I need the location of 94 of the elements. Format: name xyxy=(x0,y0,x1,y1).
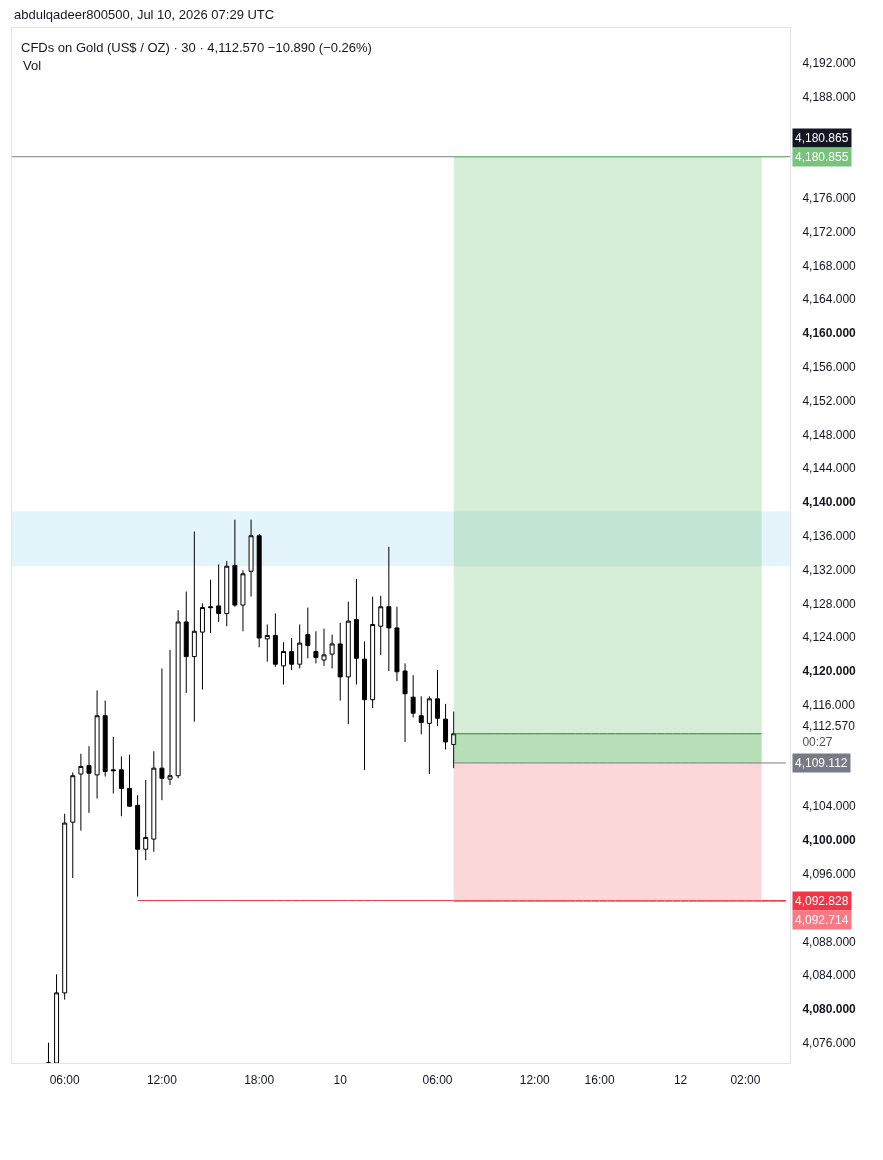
ref-line-label: 4,180.865 xyxy=(795,131,849,145)
y-tick-label: 4,140.000 xyxy=(802,495,857,510)
y-tick-label: 4,084.000 xyxy=(802,968,857,983)
candlestick xyxy=(191,531,197,723)
candlestick xyxy=(232,519,238,608)
candlestick xyxy=(78,753,84,832)
candlestick xyxy=(199,602,205,691)
candlestick xyxy=(370,596,376,709)
candlestick xyxy=(451,711,457,769)
x-tick-label: 06:00 xyxy=(422,1073,453,1088)
candlestick xyxy=(248,519,254,598)
y-tick-label: 4,160.000 xyxy=(802,326,857,341)
candlestick xyxy=(208,579,214,634)
candlestick xyxy=(443,703,449,751)
candlestick xyxy=(345,601,351,725)
y-tick-label: 4,104.000 xyxy=(802,799,857,814)
x-tick-label: 06:00 xyxy=(49,1073,81,1088)
candlestick xyxy=(434,669,440,727)
annotation: Vol xyxy=(23,58,42,73)
y-tick-label: 4,188.000 xyxy=(802,89,857,104)
candlestick xyxy=(321,628,327,667)
y-tick-label: 4,088.000 xyxy=(802,934,857,949)
candlestick xyxy=(362,640,368,771)
y-tick-label: 4,144.000 xyxy=(802,461,857,476)
candlestick xyxy=(305,607,311,659)
x-tick-label: 02:00 xyxy=(730,1073,761,1088)
y-tick-label: 4,176.000 xyxy=(802,191,857,206)
text: CFDs on Gold (US$ / OZ) · 30 · 4,112.570 −10.890 (−0.26%) xyxy=(21,39,372,55)
data-label: 4,092.828 xyxy=(795,894,849,908)
candlestick xyxy=(410,674,416,718)
data-label: 4,109.112 xyxy=(795,756,848,770)
y-tick-label: 4,152.000 xyxy=(802,393,857,408)
candlestick xyxy=(216,564,222,623)
candlestick xyxy=(86,745,92,814)
chart-subtitle: abdulqadeer800500, Jul 10, 2026 07:29 UTC xyxy=(14,7,275,22)
y-tick-label: 4,148.000 xyxy=(802,427,857,442)
candlestick xyxy=(240,569,246,632)
candlestick xyxy=(426,695,432,775)
candlestick xyxy=(337,622,343,702)
candlestick xyxy=(256,533,262,648)
y-tick-label: 4,076.000 xyxy=(802,1035,857,1050)
candlestick xyxy=(224,560,230,627)
candlestick xyxy=(151,750,157,853)
x-tick-label: 12:00 xyxy=(146,1073,178,1088)
candlestick xyxy=(94,689,100,800)
candlestick xyxy=(70,771,76,879)
y-tick-label: 4,120.000 xyxy=(802,664,857,679)
y-tick-label: 4,164.000 xyxy=(802,292,857,307)
candlestick xyxy=(45,1042,51,1063)
x-tick-label: 12 xyxy=(673,1073,688,1088)
y-tick-label: 4,172.000 xyxy=(802,224,857,239)
y-tick-label: 4,156.000 xyxy=(802,360,857,374)
candlestick xyxy=(353,578,359,685)
candlestick xyxy=(289,637,295,671)
x-tick-label: 18:00 xyxy=(244,1073,275,1088)
y-tick-label: 4,080.000 xyxy=(802,1002,857,1017)
candlestick xyxy=(281,641,286,685)
y-tick-label: 4,132.000 xyxy=(802,562,857,577)
candlestick xyxy=(402,662,408,743)
y-tick-label: 4,112.570 00:27 xyxy=(802,719,856,749)
data-label: 4,180.855 xyxy=(795,150,849,164)
candlestick xyxy=(143,779,149,861)
candlestick xyxy=(159,667,165,801)
y-tick-label: 4,136.000 xyxy=(802,528,857,543)
candlestick xyxy=(54,973,60,1063)
candlestick xyxy=(62,813,68,1001)
candlestick xyxy=(297,624,303,669)
y-tick-label: 4,124.000 xyxy=(802,630,857,645)
candlestick xyxy=(102,700,108,778)
y-tick-label: 4,128.000 xyxy=(802,596,857,611)
y-tick-label: 4,116.000 xyxy=(802,697,856,712)
data-label: 4,092.714 xyxy=(795,913,849,927)
x-tick-label: 10 xyxy=(333,1073,348,1088)
candlestick xyxy=(110,736,116,794)
candlestick xyxy=(272,613,278,668)
y-tick-label: 4,192.000 xyxy=(802,55,857,70)
candlestick xyxy=(264,624,270,663)
candlestick xyxy=(167,649,173,786)
x-tick-label: 16:00 xyxy=(584,1073,615,1088)
candlestick xyxy=(394,606,400,682)
candlestick xyxy=(313,630,319,664)
y-tick-label: 4,096.000 xyxy=(802,866,857,881)
y-tick-label: 4,168.000 xyxy=(802,258,857,273)
candlestick xyxy=(135,794,141,898)
candlestick xyxy=(386,546,392,672)
candlestick xyxy=(183,591,189,694)
candlestick xyxy=(127,754,132,808)
candlestick xyxy=(175,609,181,779)
candlestick xyxy=(418,695,424,735)
candlestick xyxy=(329,634,335,669)
x-tick-label: 12:00 xyxy=(519,1073,551,1088)
candlestick xyxy=(118,755,124,817)
y-tick-label: 4,100.000 xyxy=(802,833,857,848)
candlestick xyxy=(378,595,384,656)
